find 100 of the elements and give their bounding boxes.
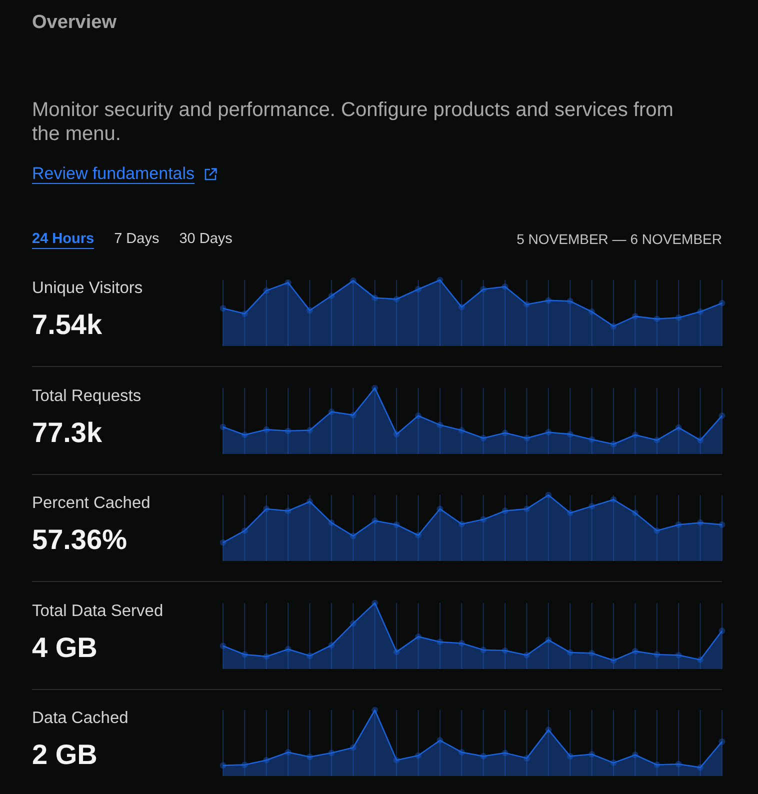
point	[675, 760, 682, 768]
point	[524, 651, 530, 658]
point	[328, 520, 335, 526]
point	[393, 430, 400, 437]
point	[654, 316, 660, 322]
point	[610, 440, 617, 447]
point	[566, 648, 574, 656]
point	[654, 762, 660, 768]
point	[263, 287, 270, 294]
point	[610, 760, 617, 766]
point	[545, 297, 552, 304]
chart-title: Data Cached	[32, 709, 128, 727]
point	[718, 300, 726, 306]
point	[436, 737, 444, 744]
point	[241, 762, 248, 768]
point	[566, 298, 574, 304]
point	[393, 522, 400, 528]
point	[350, 411, 356, 418]
point	[306, 498, 313, 505]
point	[632, 647, 638, 654]
point	[718, 522, 726, 528]
point	[328, 750, 335, 756]
point	[610, 496, 617, 503]
text: Monitor security and performance. Configure products and services from the menu.	[32, 99, 674, 145]
point	[718, 412, 726, 418]
point	[220, 539, 226, 546]
text: Overview	[32, 12, 116, 33]
point	[458, 426, 465, 433]
point	[415, 632, 422, 640]
text: 5 NOVEMBER — 6 NOVEMBER	[516, 231, 722, 247]
text: 7 Days	[114, 231, 160, 247]
point	[372, 600, 378, 606]
point	[415, 752, 422, 759]
point	[480, 753, 487, 760]
point	[502, 429, 508, 436]
point	[458, 520, 465, 528]
text: 57.36%	[32, 524, 127, 555]
point	[545, 636, 552, 643]
point	[502, 646, 508, 654]
point	[458, 304, 465, 310]
point	[545, 492, 552, 498]
point	[588, 436, 596, 442]
text: 7.54k	[32, 309, 102, 340]
point	[415, 532, 422, 538]
point	[241, 527, 248, 534]
point	[718, 627, 726, 634]
point	[306, 426, 313, 433]
point	[524, 301, 530, 308]
point	[502, 283, 508, 290]
point	[415, 286, 422, 292]
text: 2 GB	[32, 739, 98, 770]
point	[436, 277, 444, 284]
point	[697, 436, 704, 443]
point	[632, 752, 638, 758]
point	[306, 652, 313, 658]
point	[372, 294, 378, 302]
point	[654, 527, 660, 534]
point	[610, 323, 617, 330]
point	[524, 434, 530, 441]
point	[675, 651, 682, 658]
point	[263, 506, 270, 512]
point	[241, 310, 248, 317]
point	[350, 277, 356, 284]
point	[458, 749, 465, 756]
text: 30 Days	[179, 231, 232, 247]
point	[393, 756, 400, 764]
point	[372, 707, 378, 714]
point	[718, 738, 726, 745]
point	[284, 646, 292, 652]
text: 24 Hours	[32, 231, 94, 247]
point	[263, 652, 270, 660]
point	[328, 408, 335, 414]
point	[372, 518, 378, 524]
point	[241, 650, 248, 658]
text: 77.3k	[32, 416, 102, 448]
point	[675, 522, 682, 528]
point	[393, 296, 400, 302]
chart-title: Unique Visitors	[32, 279, 143, 297]
point	[675, 424, 682, 430]
point	[350, 532, 356, 540]
point	[436, 421, 444, 428]
point	[697, 764, 704, 771]
point	[654, 650, 660, 658]
point	[306, 307, 313, 314]
chart-title: Total Requests	[32, 386, 142, 404]
point	[545, 726, 552, 733]
chart-title: Percent Cached	[32, 494, 150, 512]
point	[220, 423, 226, 430]
point	[545, 428, 552, 435]
point	[502, 750, 508, 756]
point	[328, 642, 335, 648]
point	[436, 506, 444, 512]
point	[654, 436, 660, 443]
point	[372, 384, 378, 391]
point	[480, 646, 487, 653]
point	[458, 640, 465, 646]
point	[632, 431, 638, 438]
point	[588, 503, 596, 510]
point	[588, 751, 596, 758]
point	[263, 426, 270, 432]
